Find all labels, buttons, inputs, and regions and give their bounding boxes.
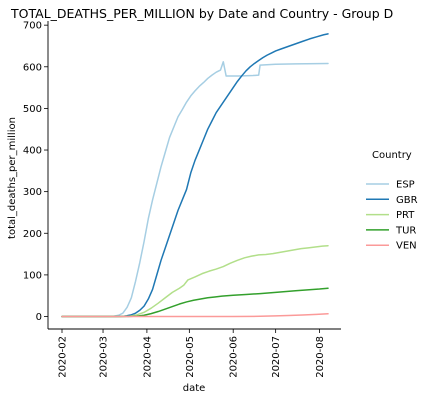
x-tick-label: 2020-04 (142, 336, 153, 378)
plot-lines (61, 33, 329, 318)
y-tick-label: 0 (36, 312, 42, 323)
x-tick-label: 2020-02 (58, 336, 69, 378)
y-tick-label: 400 (23, 146, 42, 157)
x-axis-ticks: 2020-02 2020-03 2020-04 2020-05 2020-06 2020-… (58, 329, 326, 378)
legend-label-prt: PRT (396, 210, 415, 221)
x-axis-label: date (183, 383, 206, 394)
legend-label-ven: VEN (396, 241, 417, 252)
series-line-ven (61, 313, 329, 318)
y-tick-label: 600 (23, 62, 42, 73)
legend: Country ESP GBR PRT TUR VEN (366, 150, 418, 252)
y-tick-label: 300 (23, 187, 42, 198)
legend-label-gbr: GBR (396, 195, 418, 206)
series-line-esp (61, 61, 329, 318)
y-tick-label: 500 (23, 104, 42, 115)
series-line-tur (61, 287, 329, 318)
x-tick-label: 2020-03 (99, 336, 110, 378)
chart-title: TOTAL_DEATHS_PER_MILLION by Date and Cou… (10, 6, 393, 21)
y-axis-label: total_deaths_per_million (7, 117, 18, 239)
x-tick-label: 2020-06 (229, 336, 240, 378)
y-tick-label: 100 (23, 270, 42, 281)
x-tick-label: 2020-08 (315, 336, 326, 378)
y-axis-ticks: 0 100 200 300 400 500 600 700 (23, 21, 48, 323)
legend-label-tur: TUR (395, 225, 416, 236)
series-line-prt (61, 245, 329, 318)
y-tick-label: 200 (23, 229, 42, 240)
x-tick-label: 2020-05 (185, 336, 196, 378)
x-tick-label: 2020-07 (271, 336, 282, 378)
legend-title: Country (372, 150, 412, 161)
legend-items: ESP GBR PRT TUR VEN (366, 180, 418, 252)
legend-label-esp: ESP (396, 180, 415, 191)
series-line-gbr (61, 33, 329, 318)
y-tick-label: 700 (23, 21, 42, 32)
